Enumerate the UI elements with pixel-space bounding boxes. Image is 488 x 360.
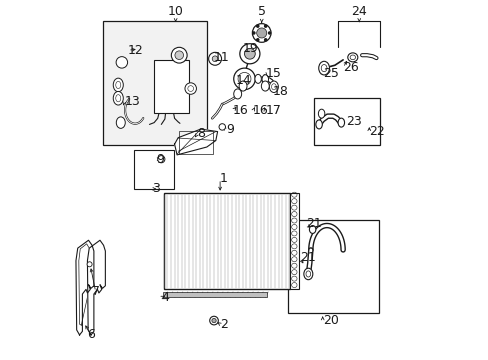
Circle shape (171, 47, 187, 63)
Bar (314, 98, 379, 145)
Circle shape (238, 72, 250, 85)
Text: 19: 19 (243, 41, 258, 54)
Text: 5: 5 (257, 5, 265, 18)
Text: 6: 6 (87, 328, 95, 341)
Ellipse shape (349, 55, 355, 60)
Text: 18: 18 (272, 85, 288, 98)
Ellipse shape (116, 95, 121, 102)
Ellipse shape (303, 268, 312, 280)
Circle shape (184, 83, 196, 94)
Ellipse shape (262, 75, 268, 84)
Circle shape (256, 28, 266, 38)
Text: 23: 23 (345, 116, 361, 129)
Circle shape (256, 25, 258, 27)
Circle shape (264, 25, 266, 27)
Text: 24: 24 (351, 5, 366, 18)
Circle shape (87, 262, 92, 267)
Text: 16: 16 (233, 104, 248, 117)
Ellipse shape (254, 75, 261, 84)
Text: 16: 16 (253, 104, 268, 117)
Text: 21: 21 (300, 251, 315, 264)
Text: 17: 17 (265, 104, 281, 117)
Polygon shape (76, 240, 94, 335)
Text: 12: 12 (128, 44, 143, 57)
Text: 3: 3 (152, 183, 160, 195)
Ellipse shape (305, 271, 310, 277)
Ellipse shape (347, 53, 357, 62)
Ellipse shape (315, 120, 322, 129)
Circle shape (252, 32, 254, 34)
Text: 11: 11 (214, 51, 229, 64)
Ellipse shape (337, 118, 344, 127)
Circle shape (252, 24, 270, 42)
Circle shape (116, 57, 127, 68)
Circle shape (209, 316, 218, 325)
Ellipse shape (309, 226, 315, 233)
Circle shape (219, 124, 225, 130)
Circle shape (211, 319, 216, 323)
Text: 10: 10 (167, 5, 183, 18)
Text: 20: 20 (322, 314, 338, 327)
Circle shape (233, 68, 255, 90)
Ellipse shape (116, 117, 125, 129)
Text: 4: 4 (161, 291, 169, 304)
Text: 1: 1 (220, 172, 227, 185)
Ellipse shape (318, 109, 324, 118)
Ellipse shape (271, 84, 276, 90)
Bar (287, 220, 378, 314)
Bar (102, 22, 206, 145)
Circle shape (244, 48, 255, 59)
Circle shape (256, 39, 258, 41)
Ellipse shape (233, 89, 241, 99)
Ellipse shape (321, 64, 326, 72)
Bar (163, 292, 267, 297)
Text: 7: 7 (91, 285, 100, 298)
Bar (134, 150, 174, 189)
Circle shape (212, 56, 218, 62)
Circle shape (264, 39, 266, 41)
Ellipse shape (269, 81, 278, 93)
Ellipse shape (116, 81, 121, 89)
Text: 8: 8 (197, 127, 205, 140)
Ellipse shape (318, 61, 329, 75)
Bar (289, 193, 298, 289)
Ellipse shape (113, 91, 123, 105)
Text: 25: 25 (322, 67, 338, 80)
Circle shape (158, 156, 164, 163)
Ellipse shape (261, 81, 269, 91)
Circle shape (208, 52, 221, 65)
Bar (163, 193, 289, 289)
Text: 15: 15 (265, 67, 281, 80)
Text: 9: 9 (156, 153, 164, 166)
Circle shape (187, 86, 193, 91)
Ellipse shape (239, 81, 246, 91)
Bar (179, 131, 213, 154)
Text: 9: 9 (225, 122, 233, 136)
Ellipse shape (113, 78, 123, 92)
Circle shape (268, 32, 270, 34)
Text: 22: 22 (368, 125, 384, 138)
Bar (154, 59, 189, 113)
Circle shape (239, 44, 260, 64)
Text: 26: 26 (343, 60, 358, 73)
Text: 13: 13 (124, 95, 140, 108)
Text: 14: 14 (235, 74, 251, 87)
Polygon shape (87, 240, 105, 335)
Text: 21: 21 (305, 217, 321, 230)
Polygon shape (174, 129, 217, 155)
Text: 2: 2 (220, 318, 227, 331)
Circle shape (175, 51, 183, 59)
